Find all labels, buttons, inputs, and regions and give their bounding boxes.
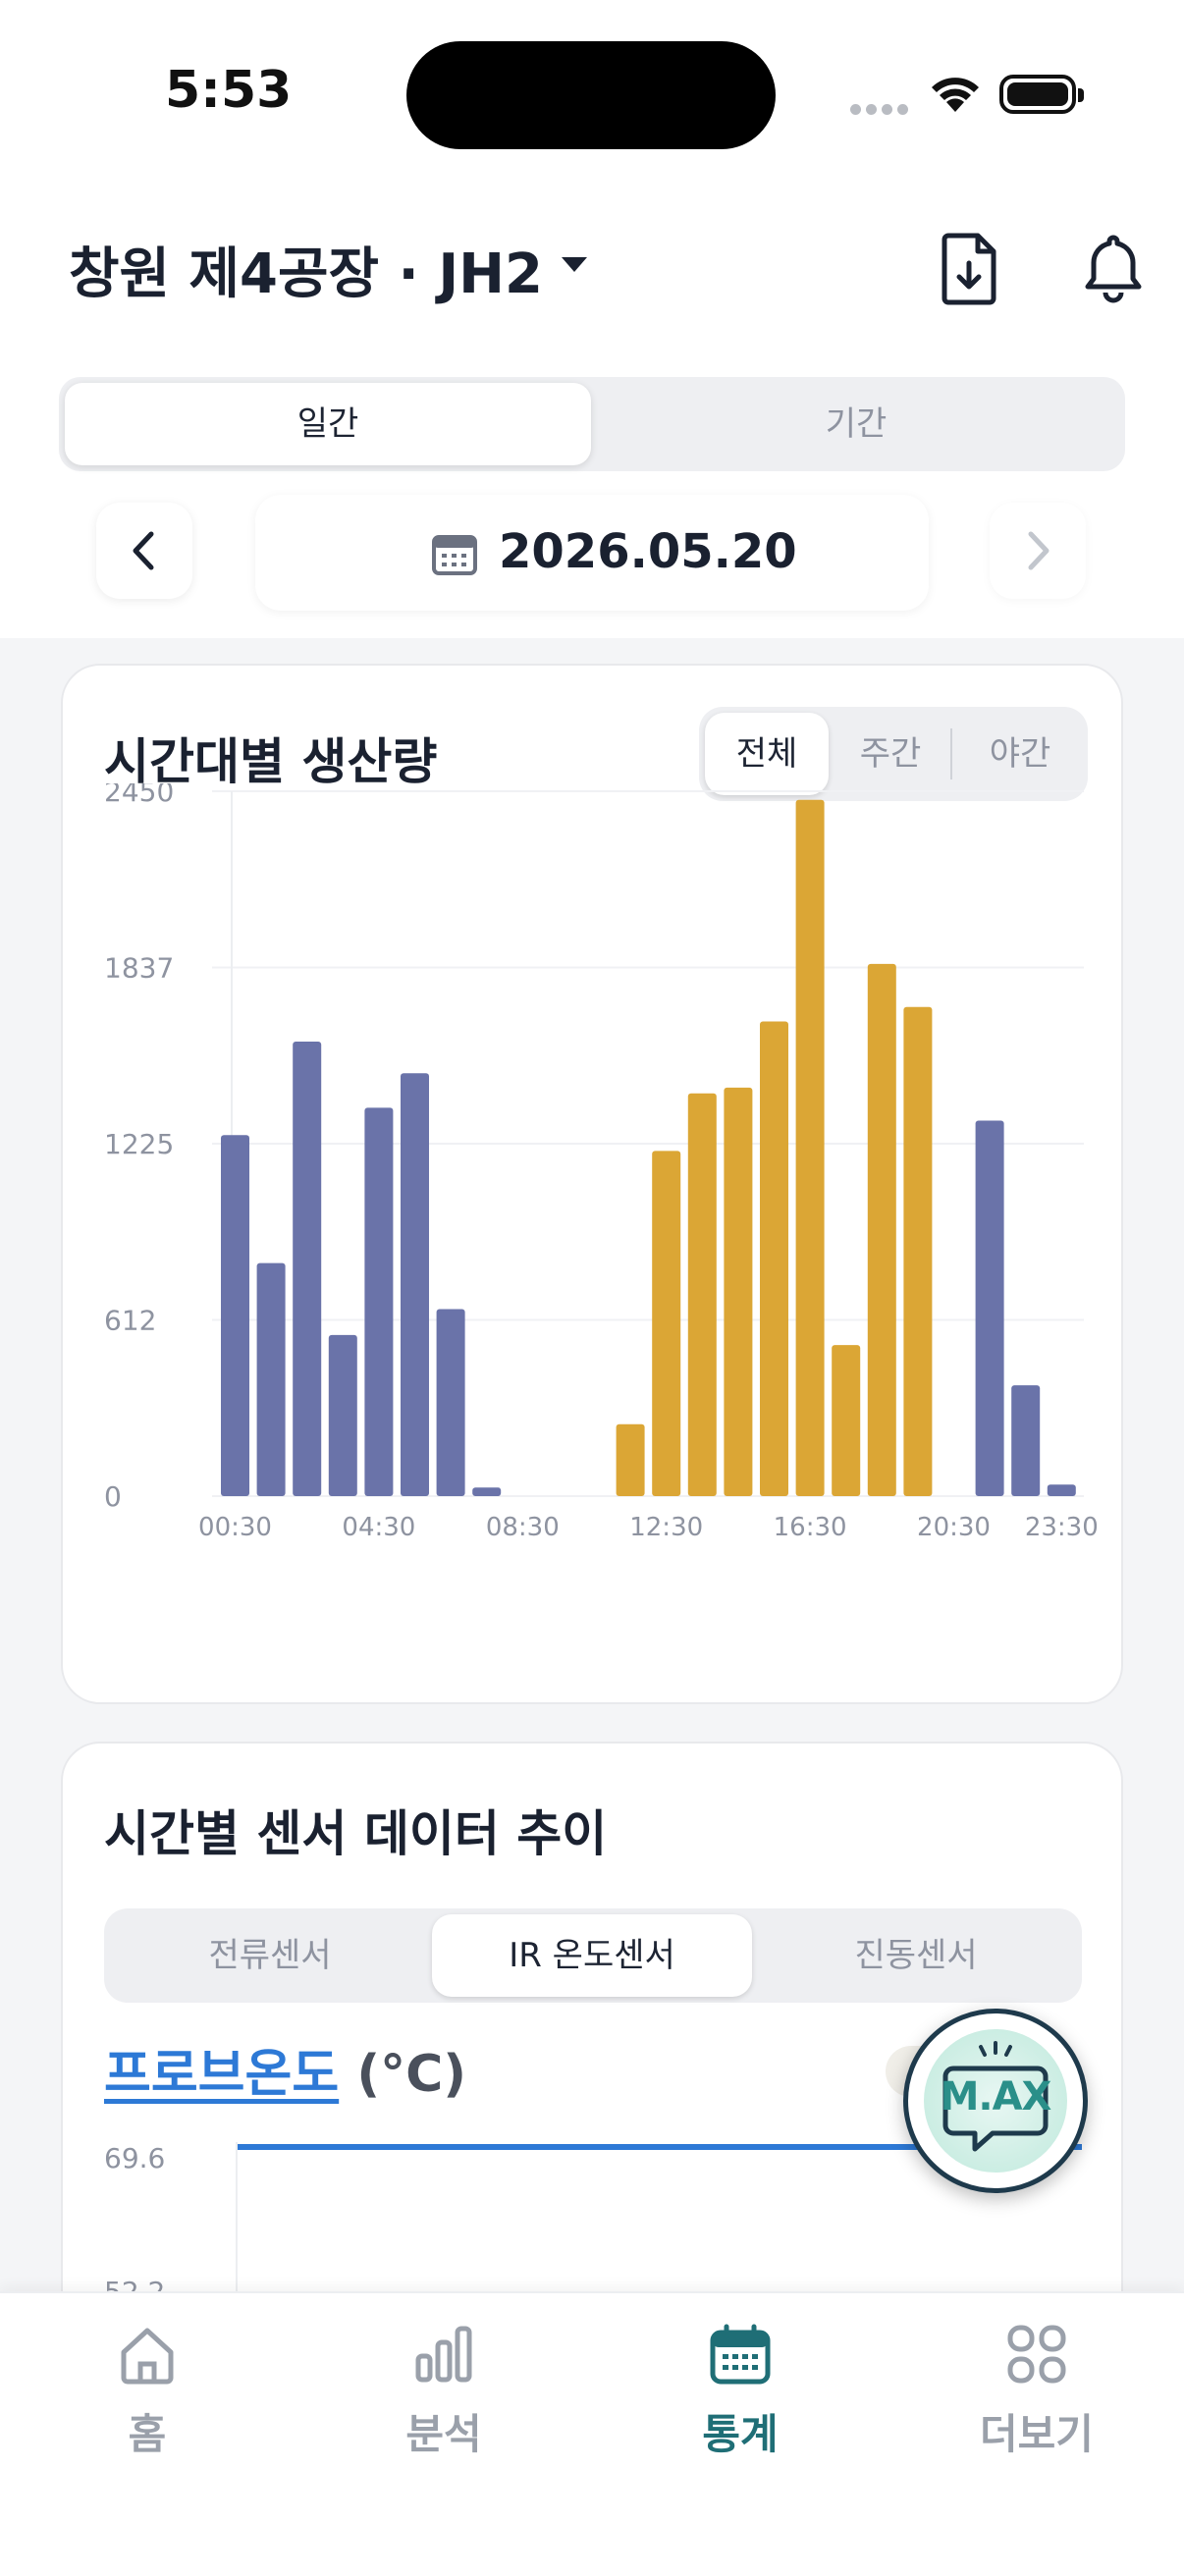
chevron-right-icon bbox=[1028, 531, 1049, 570]
fab-label: M.AX bbox=[940, 2074, 1052, 2120]
sensor-metric-title: 프로브온도 (°C) bbox=[104, 2032, 466, 2106]
bar-0030[interactable] bbox=[221, 1135, 249, 1496]
x-tick-label: 04:30 bbox=[342, 1513, 415, 1542]
chat-bubble-icon: M.AX bbox=[924, 2029, 1067, 2173]
dynamic-island bbox=[406, 41, 776, 149]
bar-1330[interactable] bbox=[687, 1093, 717, 1496]
shift-tab-day[interactable]: 주간 bbox=[859, 734, 922, 774]
tab-analysis-label: 분석 bbox=[405, 2410, 482, 2458]
sensor-y-axis bbox=[236, 2142, 238, 2417]
tab-statistics-label: 통계 bbox=[702, 2410, 779, 2458]
grid-icon bbox=[1007, 2325, 1066, 2384]
metric-unit: (°C) bbox=[356, 2045, 467, 2104]
bar-1130[interactable] bbox=[616, 1423, 645, 1496]
y-tick-label: 1837 bbox=[104, 952, 174, 985]
metric-name-link[interactable]: 프로브온도 bbox=[104, 2045, 340, 2104]
battery-icon bbox=[999, 75, 1084, 114]
status-time: 5:53 bbox=[165, 61, 293, 120]
sensor-card-title: 시간별 센서 데이터 추이 bbox=[104, 1805, 608, 1862]
bar-0130[interactable] bbox=[256, 1262, 286, 1496]
bell-icon[interactable] bbox=[1078, 230, 1149, 308]
max-assistant-button[interactable]: M.AX bbox=[903, 2009, 1088, 2193]
sensor-tab-ir-temp[interactable]: IR 온도센서 bbox=[432, 1914, 752, 1997]
x-tick-label: 08:30 bbox=[486, 1513, 560, 1542]
sensor-tab-vibration[interactable]: 진동센서 bbox=[854, 1936, 978, 1975]
y-tick-label: 612 bbox=[104, 1305, 156, 1337]
bar-0730[interactable] bbox=[472, 1487, 502, 1496]
next-date-button[interactable] bbox=[990, 503, 1086, 599]
selected-date: 2026.05.20 bbox=[499, 524, 797, 579]
tab-home-label: 홈 bbox=[128, 2410, 167, 2458]
sensor-segmented-control: 전류센서 IR 온도센서 진동센서 bbox=[104, 1908, 1082, 2003]
bar-1930[interactable] bbox=[903, 1006, 933, 1496]
bar-0530[interactable] bbox=[401, 1073, 429, 1496]
wifi-icon bbox=[932, 78, 979, 112]
shift-tab-night[interactable]: 야간 bbox=[989, 734, 1051, 774]
shift-segmented-control: 전체 주간 야간 bbox=[699, 707, 1088, 801]
bar-1430[interactable] bbox=[724, 1087, 753, 1496]
sensor-tab-current[interactable]: 전류센서 bbox=[208, 1936, 332, 1975]
tab-period[interactable]: 기간 bbox=[825, 404, 888, 444]
calendar-icon bbox=[710, 2324, 771, 2385]
shift-divider bbox=[950, 728, 952, 779]
tab-analysis[interactable]: 분석 bbox=[296, 2293, 591, 2490]
y-tick-label: 2450 bbox=[104, 783, 174, 808]
header: 창원 제4공장 · JH2 일간 기간 2026.05.20 bbox=[0, 187, 1184, 638]
status-bar: 5:53 bbox=[0, 0, 1184, 187]
bar-1530[interactable] bbox=[760, 1021, 788, 1496]
prev-date-button[interactable] bbox=[96, 503, 192, 599]
production-card: 시간대별 생산량 전체 주간 야간 2450 1837 1225 612 0 00:30 0… bbox=[61, 664, 1123, 1704]
y-tick-label: 1225 bbox=[104, 1128, 174, 1160]
calendar-icon bbox=[432, 535, 477, 575]
bar-2230[interactable] bbox=[1011, 1385, 1041, 1496]
tab-home[interactable]: 홈 bbox=[0, 2293, 295, 2490]
bar-0630[interactable] bbox=[436, 1309, 465, 1496]
bar-0330[interactable] bbox=[328, 1334, 357, 1496]
plant-selector[interactable]: 창원 제4공장 · JH2 bbox=[69, 242, 543, 306]
production-card-title: 시간대별 생산량 bbox=[104, 733, 438, 790]
shift-tab-all[interactable]: 전체 bbox=[705, 713, 829, 795]
bar-2130[interactable] bbox=[975, 1120, 1004, 1496]
x-tick-label: 16:30 bbox=[774, 1513, 847, 1542]
bar-1630[interactable] bbox=[795, 799, 825, 1496]
tab-more[interactable]: 더보기 bbox=[889, 2293, 1184, 2490]
y-tick-label: 0 bbox=[104, 1480, 122, 1513]
bar-1830[interactable] bbox=[867, 963, 896, 1496]
download-document-icon[interactable] bbox=[935, 230, 1005, 308]
x-tick-label: 00:30 bbox=[198, 1513, 272, 1542]
period-segmented-control: 일간 기간 bbox=[59, 377, 1125, 471]
bar-2330[interactable] bbox=[1047, 1484, 1076, 1496]
probe-temperature-line bbox=[238, 2144, 1082, 2150]
sparkle-icon bbox=[942, 2041, 1049, 2152]
x-tick-label: 23:30 bbox=[1025, 1513, 1099, 1542]
bar-0430[interactable] bbox=[364, 1107, 394, 1496]
tab-more-label: 더보기 bbox=[980, 2410, 1094, 2458]
date-selector[interactable]: 2026.05.20 bbox=[255, 495, 929, 611]
x-tick-label: 12:30 bbox=[629, 1513, 703, 1542]
chevron-left-icon bbox=[133, 531, 154, 570]
home-icon bbox=[121, 2328, 174, 2385]
signal-dots-icon bbox=[850, 104, 908, 116]
bar-0230[interactable] bbox=[293, 1041, 322, 1496]
production-bar-chart: 2450 1837 1225 612 0 00:30 04:30 08:30 12:30 16:3… bbox=[104, 783, 1099, 1542]
x-tick-label: 20:30 bbox=[917, 1513, 991, 1542]
bar-chart-icon bbox=[415, 2326, 472, 2383]
caret-down-icon[interactable] bbox=[562, 257, 587, 272]
bar-1730[interactable] bbox=[832, 1345, 861, 1496]
bar-1230[interactable] bbox=[652, 1151, 681, 1496]
sensor-y-tick-top: 69.6 bbox=[104, 2142, 166, 2174]
tab-statistics[interactable]: 통계 bbox=[593, 2293, 888, 2490]
bottom-tab-bar: 홈 분석 통계 더보기 bbox=[0, 2291, 1184, 2576]
tab-daily[interactable]: 일간 bbox=[65, 383, 591, 465]
